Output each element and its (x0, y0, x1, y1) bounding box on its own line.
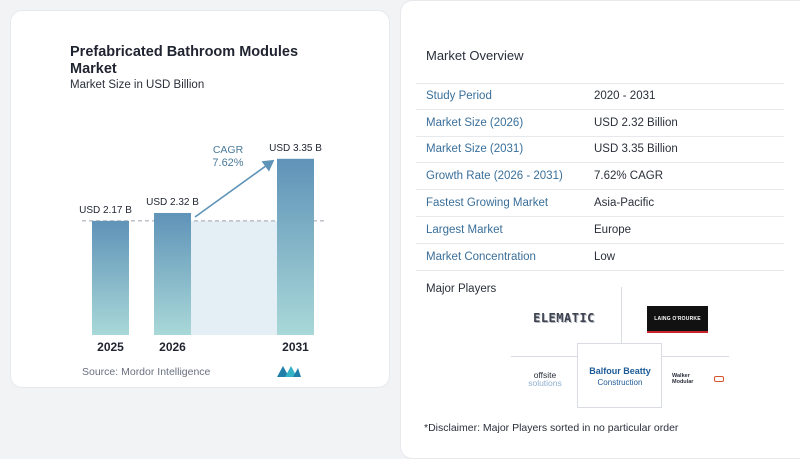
overview-row: Growth Rate (2026 - 2031) 7.62% CAGR (416, 163, 784, 191)
cagr-value: 7.62% (212, 157, 243, 169)
walker-modular-logo: Walker Modular (672, 373, 724, 385)
x-tick-label: 2031 (282, 340, 309, 354)
overview-key: Study Period (426, 90, 492, 103)
overview-value: Asia-Pacific (594, 197, 655, 210)
source-text: Source: Mordor Intelligence (82, 366, 211, 378)
overview-row: Fastest Growing Market Asia-Pacific (416, 190, 784, 217)
mordor-logo-icon (277, 366, 301, 377)
overview-key: Largest Market (426, 223, 503, 236)
chart-subtitle: Market Size in USD Billion (70, 79, 205, 91)
bar-value-label: USD 3.35 B (269, 143, 322, 154)
overview-key: Market Concentration (426, 250, 536, 263)
overview-value: Low (594, 250, 616, 263)
offsite-logo-text: offsite (533, 370, 557, 380)
x-tick-label: 2026 (159, 340, 186, 354)
major-players-title: Major Players (426, 283, 497, 295)
elematic-logo-text: ELEMATIC (533, 311, 595, 325)
overview-value: 7.62% CAGR (594, 170, 664, 183)
overview-title: Market Overview (426, 48, 524, 63)
overview-row: Largest Market Europe (416, 217, 784, 244)
overview-value: USD 3.35 Billion (594, 143, 678, 156)
overview-value: USD 2.32 Billion (594, 116, 678, 129)
overview-key: Market Size (2031) (426, 143, 524, 156)
reference-band (191, 220, 277, 335)
chart-title: Prefabricated Bathroom Modules Market (70, 44, 299, 77)
overview-row: Market Size (2031) USD 3.35 Billion (416, 137, 784, 164)
offsite-logo-subtext: solutions (528, 378, 562, 388)
overview-row: Market Size (2026) USD 2.32 Billion (416, 110, 784, 137)
x-tick-label: 2025 (97, 340, 124, 354)
balfour-logo-subtext: Construction (597, 378, 643, 387)
cagr-label: CAGR (213, 144, 244, 156)
overview-value: Europe (594, 223, 632, 236)
bar-value-label: USD 2.32 B (146, 197, 199, 208)
overview-row: Study Period 2020 - 2031 (416, 83, 784, 110)
bar-2026 (154, 212, 191, 335)
balfour-beatty-logo: Balfour Beatty Construction (583, 364, 657, 390)
market-size-chart: USD 2.17 B 2025 USD 2.32 B 2026 USD 3.35 B 20… (79, 143, 326, 354)
overview-key: Growth Rate (2026 - 2031) (426, 170, 563, 183)
overview-row: Market Concentration Low (416, 244, 784, 271)
balfour-box (577, 343, 662, 408)
overview-table: Study Period 2020 - 2031 Market Size (202… (416, 83, 784, 271)
walker-logo-text: Walker Modular (672, 373, 694, 385)
overview-key: Fastest Growing Market (426, 197, 549, 210)
laing-logo-text: LAING O'ROURKE (654, 315, 701, 322)
bar-2031 (277, 158, 314, 335)
bar-2025 (92, 220, 129, 335)
laing-orourke-logo: LAING O'ROURKE (647, 306, 708, 333)
cagr-arrow (194, 159, 275, 218)
walker-mark-icon (714, 376, 724, 382)
overview-value: 2020 - 2031 (594, 90, 656, 103)
elematic-logo: ELEMATIC (528, 306, 600, 330)
overview-key: Market Size (2026) (426, 116, 524, 129)
balfour-logo-text: Balfour Beatty (589, 366, 651, 376)
disclaimer-text: *Disclaimer: Major Players sorted in no … (424, 422, 679, 434)
bar-value-label: USD 2.17 B (79, 205, 132, 216)
grid-divider (621, 287, 622, 343)
offsite-solutions-logo: offsite solutions (518, 369, 572, 389)
